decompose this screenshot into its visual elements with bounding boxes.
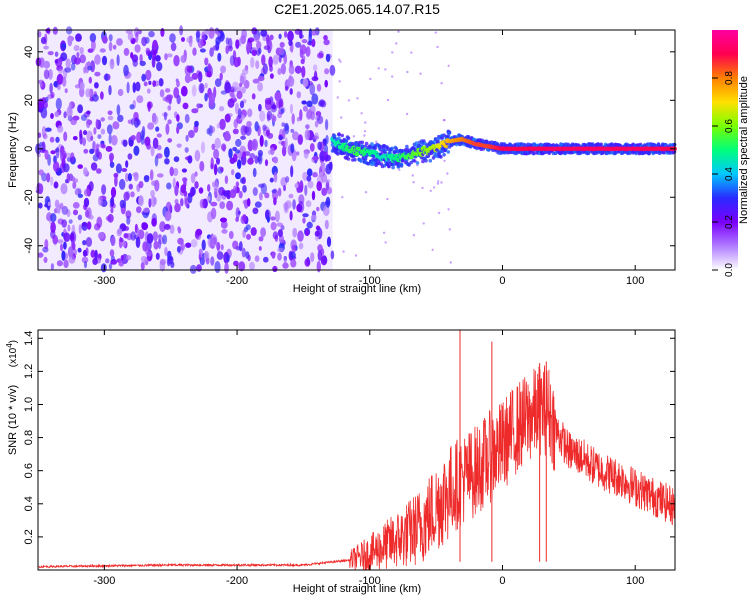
colorbar-ticks: 0.0 0.2 0.4 0.6 0.8 bbox=[712, 71, 735, 277]
spectrogram-y-tick-label: -20 bbox=[23, 189, 35, 205]
colorbar-gradient bbox=[712, 30, 738, 270]
colorbar-tick-label: 0.0 bbox=[724, 263, 735, 277]
colorbar-tick-label: 0.8 bbox=[724, 71, 735, 85]
spectrogram-sparse-points bbox=[336, 30, 452, 264]
snr-x-ticks: -300 -200 -100 0 100 bbox=[93, 330, 644, 587]
spectrogram-signal-track bbox=[330, 129, 677, 170]
figure-title: C2E1.2025.065.14.07.R15 bbox=[274, 1, 440, 17]
spectrogram-y-ticks: -40 -20 0 20 40 bbox=[23, 46, 675, 254]
spectrogram-x-label: Height of straight line (km) bbox=[293, 283, 421, 295]
snr-y-multiplier: (x104) bbox=[5, 340, 19, 367]
spectrogram-plot-frame bbox=[37, 29, 676, 271]
snr-x-tick-label: -200 bbox=[226, 575, 248, 587]
snr-x-tick-label: -100 bbox=[359, 575, 381, 587]
spectrogram-y-tick-label: 40 bbox=[23, 46, 35, 58]
snr-y-tick-label: 0.8 bbox=[23, 430, 35, 445]
snr-y-ticks: 0.2 0.4 0.6 0.8 1.0 1.2 1.4 bbox=[23, 331, 675, 545]
snr-y-tick-label: 0.4 bbox=[23, 496, 35, 511]
spectrogram-x-tick-label: -200 bbox=[226, 275, 248, 287]
spectrogram-x-tick-label: -300 bbox=[93, 275, 115, 287]
snr-y-multiplier-base: (x10 bbox=[8, 347, 19, 367]
spectrogram-y-tick-label: 20 bbox=[23, 94, 35, 106]
spectrogram-x-ticks: -300 -200 -100 0 100 bbox=[93, 30, 644, 287]
snr-y-tick-label: 1.4 bbox=[23, 331, 35, 346]
spectrogram-noise-region bbox=[35, 25, 336, 274]
snr-y-tick-label: 1.2 bbox=[23, 364, 35, 379]
colorbar-tick-label: 0.6 bbox=[724, 119, 735, 133]
spectrogram-y-tick-label: 0 bbox=[23, 146, 35, 152]
colorbar-tick-label: 0.2 bbox=[724, 215, 735, 229]
snr-y-multiplier-exp: 4 bbox=[5, 343, 14, 348]
spectrogram-x-tick-label: 0 bbox=[499, 275, 505, 287]
colorbar-tick-label: 0.4 bbox=[724, 167, 735, 181]
snr-series-line bbox=[37, 365, 676, 571]
svg-text:(x104): (x104) bbox=[5, 340, 19, 367]
snr-y-tick-label: 0.2 bbox=[23, 529, 35, 544]
snr-panel: -300 -200 -100 0 100 0.2 0.4 0.6 0.8 1.0 1.2 1.4 H… bbox=[5, 329, 676, 595]
snr-y-label: SNR (10 * v/v) bbox=[7, 385, 19, 455]
spectrogram-y-tick-label: -40 bbox=[23, 238, 35, 254]
snr-x-tick-label: 100 bbox=[626, 575, 644, 587]
snr-x-tick-label: 0 bbox=[499, 575, 505, 587]
snr-y-tick-label: 0.6 bbox=[23, 463, 35, 478]
colorbar-label: Normalized spectral amplitude bbox=[738, 76, 750, 224]
snr-y-tick-label: 1.0 bbox=[23, 397, 35, 412]
snr-x-tick-label: -300 bbox=[93, 575, 115, 587]
snr-x-label: Height of straight line (km) bbox=[293, 583, 421, 595]
snr-plot-frame bbox=[37, 329, 676, 571]
colorbar: 0.0 0.2 0.4 0.6 0.8 Normalized spectral ampl… bbox=[712, 30, 750, 277]
spectrogram-x-tick-label: -100 bbox=[359, 275, 381, 287]
spectrogram-y-label: Frequency (Hz) bbox=[7, 112, 19, 188]
spectrogram-x-tick-label: 100 bbox=[626, 275, 644, 287]
